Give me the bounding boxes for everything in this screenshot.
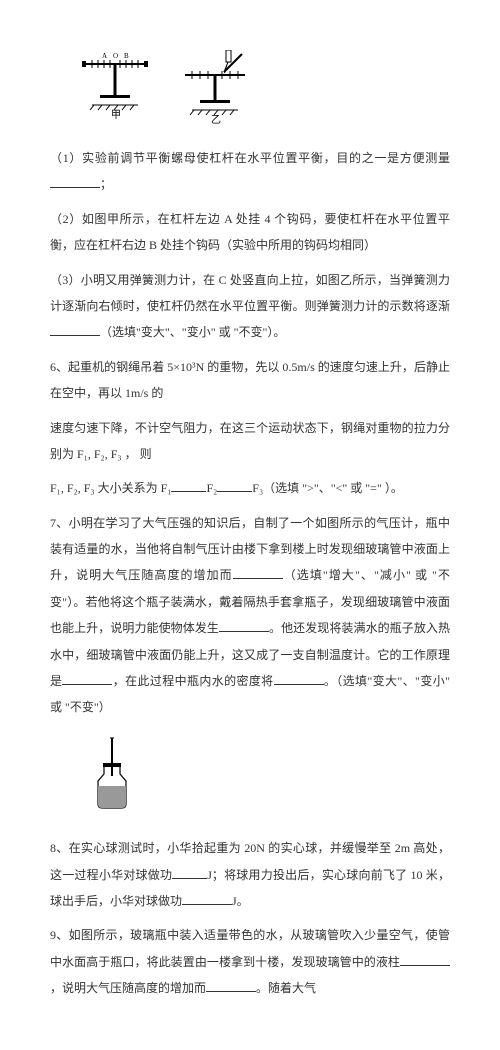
svg-text:O: O (113, 52, 118, 60)
q7: 7、小明在学习了大气压强的知识后，自制了一个如图所示的气压计，瓶中装有适量的水，… (50, 510, 450, 721)
q9: 9、如图所示，玻璃瓶中装入适量带色的水，从玻璃管吹入少量空气，使管中水面高于瓶口… (50, 922, 450, 1001)
q2: （2）如图甲所示，在杠杆左边 A 处挂 4 个钩码，要使杠杆在水平位置平衡，应在… (50, 206, 450, 259)
blank (172, 864, 207, 879)
q6-p3: F₁, F₂, F₃ 大小关系为 F₁F₂F₃（选填 ">"、"<" 或 "="… (50, 475, 450, 501)
q2-tail: 个钩码（实验中所用的钩码均相同） (184, 238, 376, 252)
blank (50, 173, 100, 188)
blank (50, 321, 100, 336)
svg-text:甲: 甲 (111, 110, 121, 120)
blank (171, 477, 206, 492)
q8: 8、在实心球测试时，小华拾起重为 20N 的实心球，并缓慢举至 2m 高处，这一… (50, 835, 450, 914)
q6-p2: 速度匀速下降，不计空气阻力，在这三个运动状态下，钢绳对重物的拉力分别为 F₁, … (50, 415, 450, 468)
blank (206, 977, 256, 992)
blank (274, 670, 324, 685)
svg-text:A: A (102, 52, 107, 60)
blank (62, 670, 112, 685)
figure-yi: 乙 (180, 50, 250, 125)
figure-jia: AOB 甲 (80, 50, 150, 125)
blank (233, 564, 283, 579)
blank (219, 617, 269, 632)
blank (217, 477, 252, 492)
svg-text:乙: 乙 (211, 114, 221, 125)
blank (400, 951, 450, 966)
q3: （3）小明又用弹簧测力计，在 C 处竖直向上拉，如图乙所示，当弹簧测力计逐渐向右… (50, 267, 450, 346)
blank (182, 890, 232, 905)
q6-p1: 6、起重机的钢绳吊着 5×10³N 的重物，先以 0.5m/s 的速度匀速上升，… (50, 354, 450, 407)
q1-text: （1）实验前调节平衡螺母使杠杆在水平位置平衡，目的之一是方便测量 (50, 151, 450, 165)
figure-bottle (90, 736, 450, 820)
q1: （1）实验前调节平衡螺母使杠杆在水平位置平衡，目的之一是方便测量； (50, 145, 450, 198)
svg-text:B: B (124, 52, 129, 60)
